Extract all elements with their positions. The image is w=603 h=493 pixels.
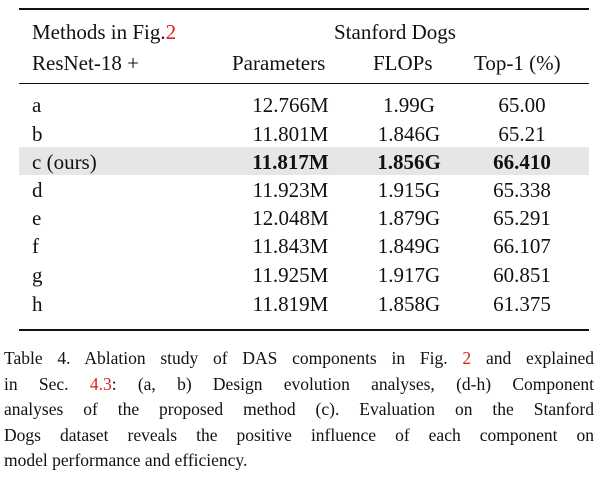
caption-figure-ref-link[interactable]: 2	[462, 348, 472, 368]
row-top1: 65.00	[498, 93, 546, 117]
row-params: 12.766M	[252, 93, 329, 117]
row-params: 11.925M	[252, 263, 329, 287]
row-params: 12.048M	[252, 206, 329, 230]
row-params: 11.843M	[252, 234, 329, 258]
row-params: 11.819M	[252, 292, 329, 316]
row-top1: 60.851	[493, 263, 551, 287]
row-label: e	[32, 206, 42, 230]
row-label: f	[32, 234, 39, 258]
row-params: 11.923M	[252, 178, 329, 202]
figure-ref-link[interactable]: 2	[165, 20, 177, 44]
row-flops: 1.879G	[377, 206, 441, 230]
top1-header: Top-1 (%)	[474, 51, 561, 75]
row-label: g	[32, 263, 43, 287]
row-label: a	[32, 93, 42, 117]
row-params: 11.801M	[252, 122, 329, 146]
row-flops-ours: 1.856G	[377, 150, 441, 174]
row-label: b	[32, 122, 43, 146]
methods-header: Methods in Fig.2	[32, 20, 177, 44]
row-top1: 65.338	[493, 178, 551, 202]
row-label: d	[32, 178, 43, 202]
flops-header: FLOPs	[373, 51, 433, 75]
row-top1: 65.21	[498, 122, 546, 146]
backbone-header: ResNet-18 +	[32, 51, 139, 75]
table-caption: Table 4. Ablation study of DAS component…	[4, 348, 595, 470]
row-flops: 1.99G	[383, 93, 435, 117]
header-rule	[19, 83, 589, 85]
params-header: Parameters	[232, 51, 326, 75]
highlight-row-background	[19, 147, 589, 175]
row-top1: 61.375	[493, 292, 551, 316]
bottom-rule	[19, 329, 589, 331]
row-flops: 1.915G	[377, 178, 441, 202]
row-flops: 1.849G	[377, 234, 441, 258]
caption-section-ref-link[interactable]: 4.3	[89, 373, 112, 394]
dataset-header: Stanford Dogs	[334, 20, 456, 44]
row-flops: 1.846G	[377, 122, 441, 146]
row-flops: 1.858G	[377, 292, 441, 316]
row-label-ours: c (ours)	[32, 150, 97, 174]
row-flops: 1.917G	[377, 263, 441, 287]
row-label: h	[32, 292, 43, 316]
row-top1: 66.107	[493, 234, 551, 258]
top-rule	[19, 8, 589, 10]
row-top1-ours: 66.410	[493, 150, 551, 174]
row-params-ours: 11.817M	[252, 150, 329, 174]
row-top1: 65.291	[493, 206, 551, 230]
